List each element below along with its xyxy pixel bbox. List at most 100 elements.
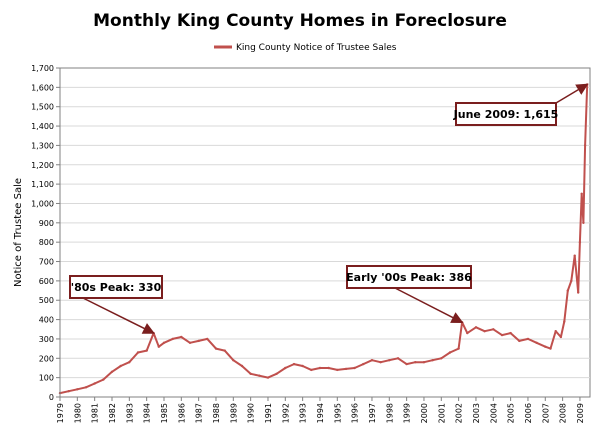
data-point	[580, 192, 583, 195]
annotation-box	[346, 265, 472, 289]
y-axis-label: Notice of Trustee Sale	[13, 178, 24, 287]
data-point	[396, 357, 400, 360]
x-tick-label: 2007	[541, 403, 550, 423]
data-point	[353, 366, 356, 370]
data-point	[128, 361, 131, 364]
x-tick-label: 1995	[333, 403, 342, 423]
annotation-label: June 2009: 1,615	[453, 108, 559, 121]
y-tick-label: 1,600	[31, 83, 54, 92]
y-tick-label: 800	[39, 238, 54, 247]
y-tick-label: 500	[39, 296, 54, 305]
data-point	[275, 372, 278, 375]
data-point	[549, 347, 552, 350]
data-point	[457, 347, 460, 350]
data-point	[119, 364, 122, 368]
data-point	[544, 345, 547, 348]
data-point	[448, 351, 452, 354]
annotation-arrow	[394, 287, 464, 323]
data-point	[301, 364, 304, 368]
data-point	[214, 347, 218, 350]
data-point	[388, 359, 391, 362]
data-point	[578, 241, 582, 244]
data-point	[570, 279, 573, 283]
x-tick-label: 1998	[385, 403, 394, 423]
annotation-arrow	[82, 297, 155, 334]
chart-title: Monthly King County Homes in Foreclosure	[93, 11, 507, 31]
y-tick-label: 1,300	[31, 141, 54, 150]
data-point	[180, 335, 183, 339]
y-tick-label: 600	[39, 277, 54, 286]
data-point	[500, 333, 504, 337]
data-point	[566, 289, 569, 292]
data-point	[526, 337, 530, 341]
data-point	[292, 362, 296, 366]
x-tick-label: 2009	[576, 403, 585, 423]
data-point	[474, 326, 478, 329]
y-tick-label: 300	[39, 335, 54, 344]
data-point	[483, 330, 486, 333]
data-point	[67, 390, 70, 393]
y-tick-label: 1,400	[31, 122, 54, 131]
data-point	[188, 341, 192, 344]
data-point	[258, 374, 261, 377]
data-point	[405, 362, 408, 366]
data-point	[573, 254, 576, 257]
x-tick-label: 2001	[437, 403, 446, 423]
data-point	[431, 359, 434, 362]
x-tick-label: 1986	[177, 403, 186, 423]
annotation-label: Early '00s Peak: 386	[346, 271, 472, 284]
data-point	[370, 359, 374, 362]
data-point	[518, 339, 521, 343]
data-point	[223, 349, 226, 352]
data-point	[362, 362, 365, 366]
x-tick-label: 1981	[91, 403, 100, 423]
data-point	[197, 339, 200, 343]
data-point	[563, 320, 566, 323]
data-point	[310, 368, 313, 372]
data-point	[157, 345, 160, 348]
x-tick-label: 1991	[264, 403, 273, 423]
annotation-arrow	[555, 83, 589, 104]
data-point	[110, 370, 114, 373]
data-point	[535, 341, 538, 344]
y-tick-label: 0	[49, 393, 54, 402]
data-point	[145, 349, 148, 352]
data-point	[414, 361, 417, 364]
x-tick-label: 2005	[507, 403, 516, 423]
data-point	[240, 364, 244, 368]
x-tick-label: 2000	[420, 403, 429, 423]
data-point	[344, 367, 348, 371]
x-tick-label: 1982	[108, 403, 117, 423]
data-point	[577, 291, 580, 294]
x-tick-label: 1990	[247, 403, 256, 423]
x-tick-label: 1996	[351, 403, 360, 423]
x-tick-label: 1984	[143, 403, 152, 423]
data-point	[266, 376, 270, 379]
legend-label: King County Notice of Trustee Sales	[236, 43, 397, 53]
x-tick-label: 1992	[281, 403, 290, 423]
data-point	[466, 331, 469, 335]
y-tick-label: 400	[39, 316, 54, 325]
legend: King County Notice of Trustee Sales	[214, 43, 397, 53]
data-point	[336, 368, 339, 372]
y-tick-label: 1,500	[31, 103, 54, 112]
x-tick-label: 1985	[160, 403, 169, 423]
x-tick-label: 2002	[455, 403, 464, 423]
y-tick-label: 1,000	[31, 199, 54, 208]
data-point	[318, 366, 322, 370]
data-point	[379, 361, 382, 364]
y-tick-label: 900	[39, 219, 54, 228]
y-tick-label: 1,200	[31, 161, 54, 170]
annotation-box	[455, 102, 557, 126]
x-tick-label: 1993	[299, 403, 308, 423]
series-line	[59, 84, 589, 395]
y-tick-label: 1,100	[31, 180, 54, 189]
x-tick-label: 2003	[472, 403, 481, 423]
x-tick-label: 1994	[316, 403, 325, 423]
y-tick-label: 100	[39, 374, 54, 383]
y-tick-label: 1,700	[31, 64, 54, 73]
plot-area: 0 100 200 300 400 500 600 700 800 900 1,000 1,100 1,…	[31, 64, 591, 423]
data-point	[93, 382, 96, 385]
